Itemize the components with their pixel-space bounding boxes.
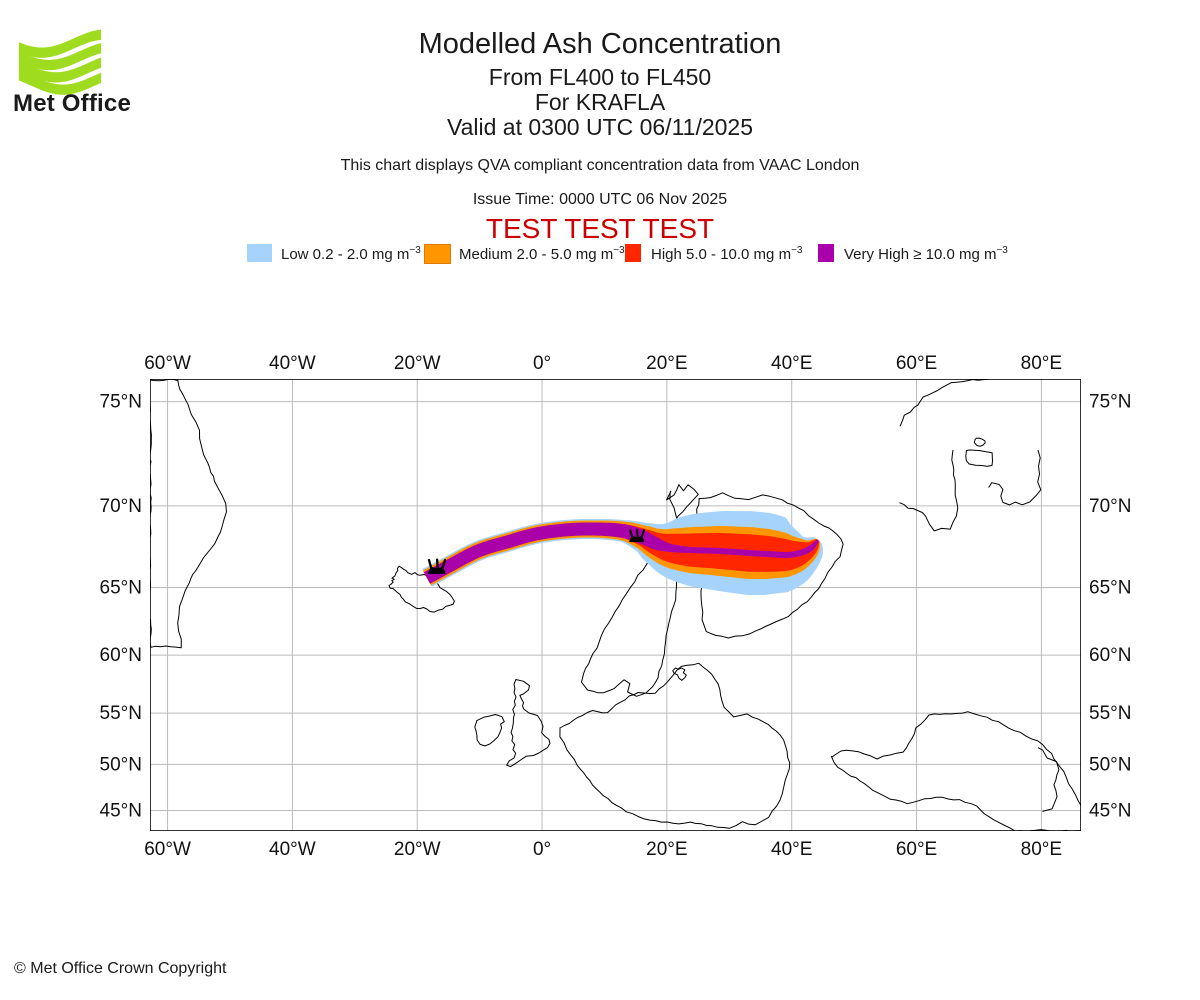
svg-text:20°W: 20°W — [394, 353, 441, 374]
svg-text:70°N: 70°N — [1089, 496, 1131, 517]
svg-text:80°E: 80°E — [1021, 353, 1062, 374]
svg-text:20°E: 20°E — [646, 839, 687, 860]
svg-text:20°E: 20°E — [646, 353, 687, 374]
svg-text:45°N: 45°N — [100, 801, 142, 822]
svg-text:60°E: 60°E — [896, 353, 937, 374]
svg-text:60°E: 60°E — [896, 839, 937, 860]
svg-text:50°N: 50°N — [1089, 754, 1131, 775]
svg-text:45°N: 45°N — [1089, 801, 1131, 822]
svg-text:40°W: 40°W — [269, 353, 316, 374]
svg-text:60°N: 60°N — [1089, 645, 1131, 666]
svg-text:80°E: 80°E — [1021, 839, 1062, 860]
svg-text:55°N: 55°N — [1089, 703, 1131, 724]
svg-text:65°N: 65°N — [1089, 578, 1131, 599]
svg-text:60°W: 60°W — [144, 353, 191, 374]
svg-text:75°N: 75°N — [100, 392, 142, 413]
svg-text:60°N: 60°N — [100, 645, 142, 666]
svg-text:20°W: 20°W — [394, 839, 441, 860]
svg-text:40°W: 40°W — [269, 839, 316, 860]
svg-text:0°: 0° — [533, 353, 551, 374]
svg-text:0°: 0° — [533, 839, 551, 860]
svg-text:55°N: 55°N — [100, 703, 142, 724]
svg-text:40°E: 40°E — [771, 353, 812, 374]
svg-text:65°N: 65°N — [100, 578, 142, 599]
svg-text:75°N: 75°N — [1089, 392, 1131, 413]
svg-text:60°W: 60°W — [144, 839, 191, 860]
svg-text:50°N: 50°N — [100, 754, 142, 775]
svg-text:70°N: 70°N — [100, 496, 142, 517]
svg-text:40°E: 40°E — [771, 839, 812, 860]
